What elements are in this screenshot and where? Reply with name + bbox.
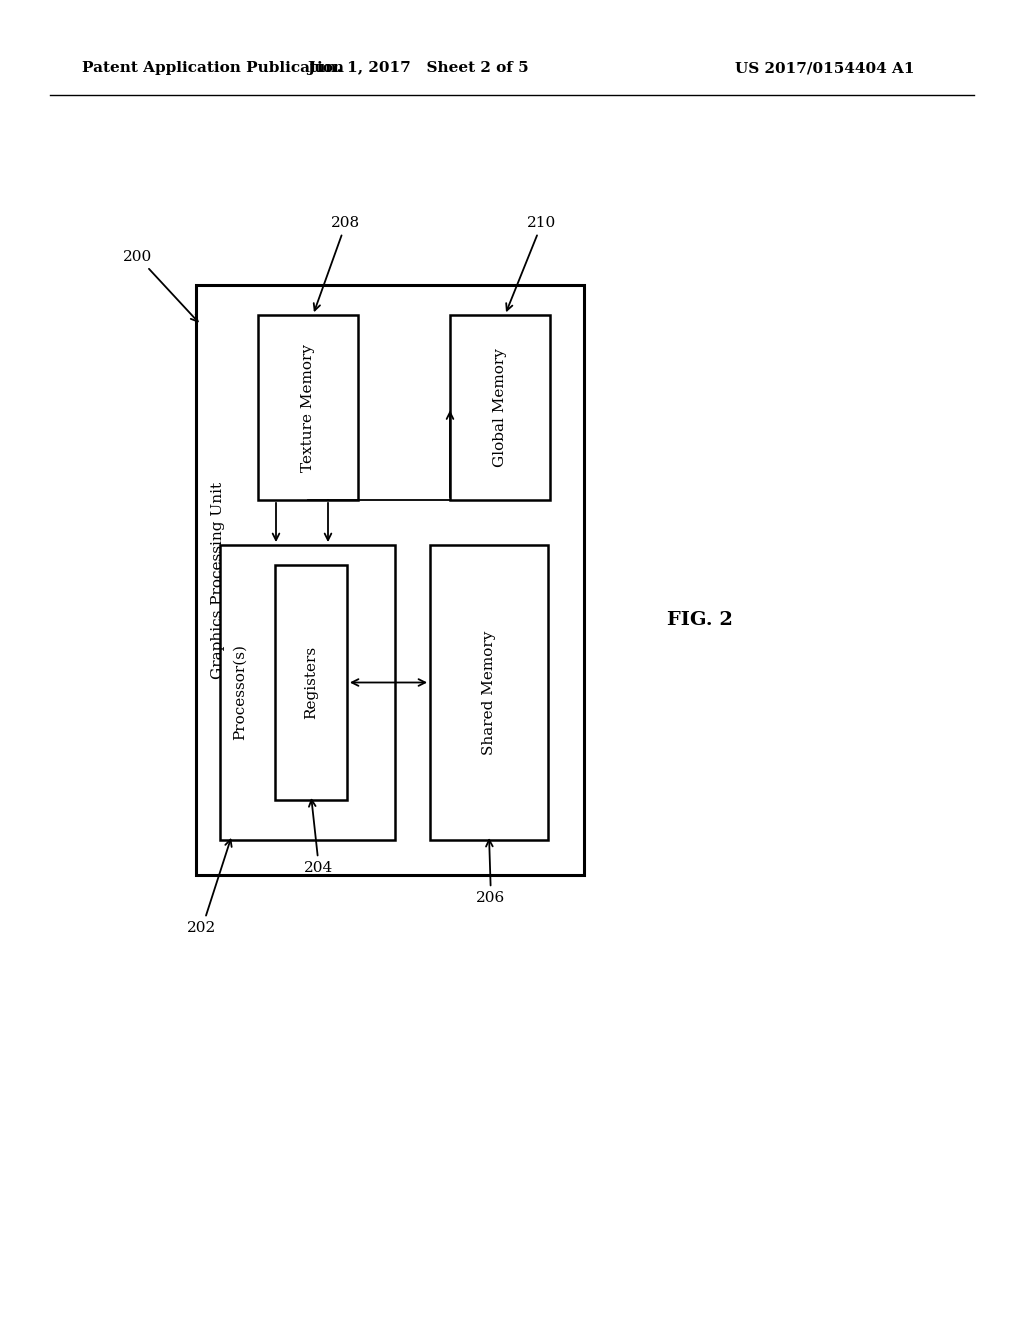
- Text: Registers: Registers: [304, 645, 318, 719]
- Text: 202: 202: [187, 840, 231, 935]
- Text: Graphics Processing Unit: Graphics Processing Unit: [211, 482, 225, 678]
- Bar: [258, 315, 358, 500]
- Text: 200: 200: [123, 249, 198, 322]
- Text: Global Memory: Global Memory: [493, 348, 507, 467]
- Text: Texture Memory: Texture Memory: [301, 343, 315, 471]
- Text: 210: 210: [506, 216, 557, 310]
- Text: Shared Memory: Shared Memory: [482, 631, 496, 755]
- Text: 206: 206: [476, 840, 506, 906]
- Text: 204: 204: [304, 800, 334, 875]
- Bar: [450, 315, 550, 500]
- Bar: [220, 545, 395, 840]
- Text: Patent Application Publication: Patent Application Publication: [82, 61, 344, 75]
- Text: US 2017/0154404 A1: US 2017/0154404 A1: [735, 61, 914, 75]
- Text: Jun. 1, 2017   Sheet 2 of 5: Jun. 1, 2017 Sheet 2 of 5: [307, 61, 528, 75]
- Bar: [430, 545, 548, 840]
- Bar: [275, 565, 347, 800]
- Text: Processor(s): Processor(s): [233, 644, 247, 741]
- Text: FIG. 2: FIG. 2: [667, 611, 733, 630]
- Text: 208: 208: [313, 216, 360, 310]
- Bar: [196, 285, 584, 875]
